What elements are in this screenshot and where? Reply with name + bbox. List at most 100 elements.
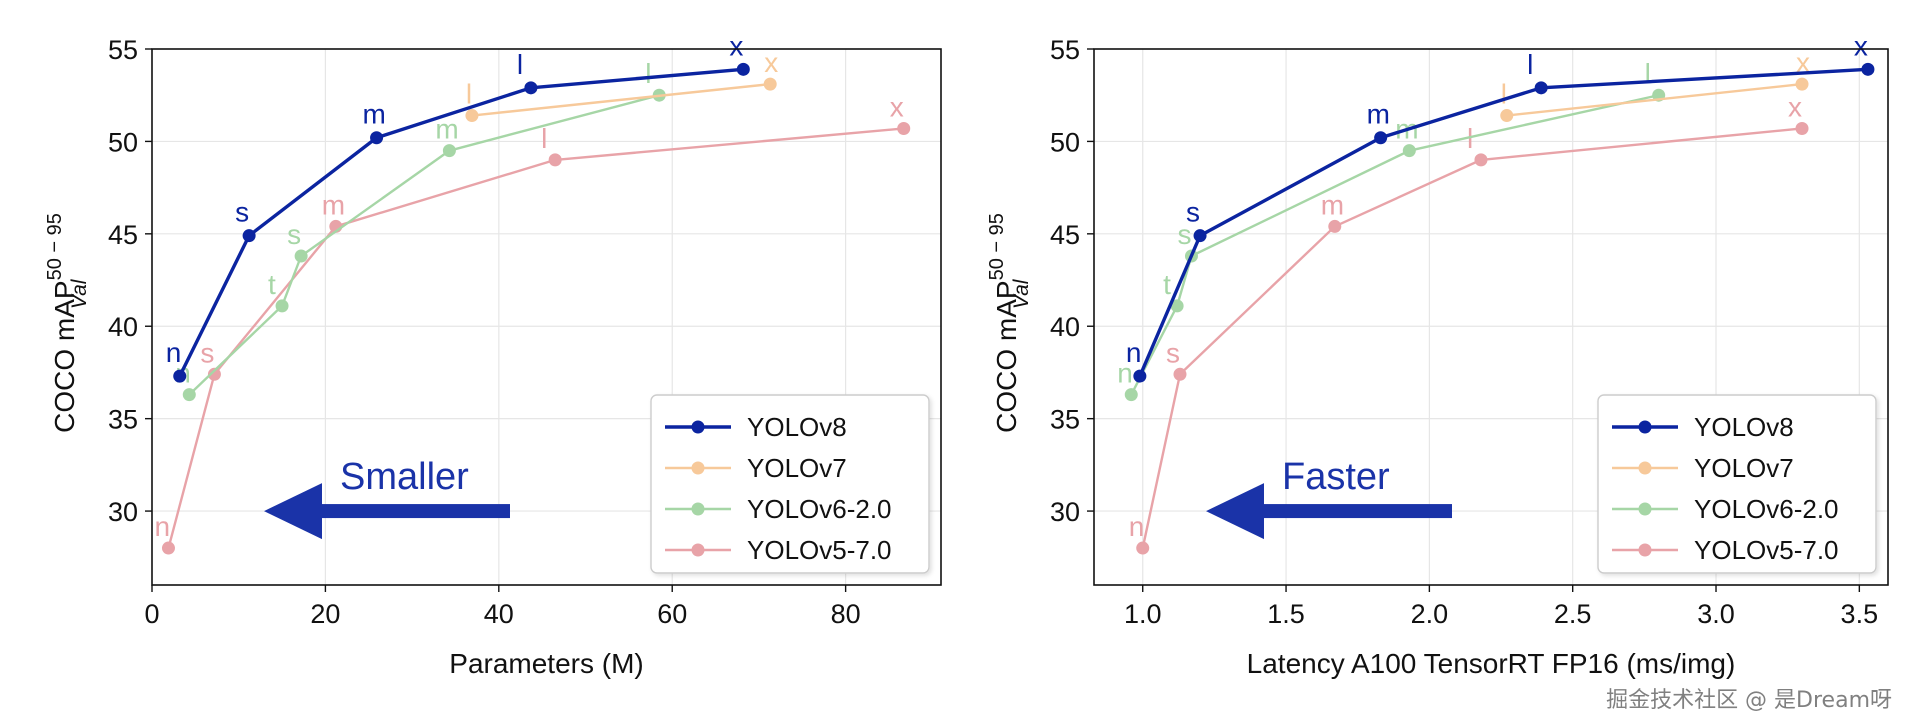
legend-marker: [691, 461, 705, 475]
point-label: x: [729, 30, 743, 61]
point-label: s: [1186, 197, 1200, 228]
point-label: l: [645, 58, 651, 89]
x-tick-label: 0: [144, 599, 159, 629]
point-label: l: [517, 49, 523, 80]
legend-box: [650, 394, 930, 574]
y-tick-label: 40: [108, 312, 138, 342]
point-label: x: [1854, 30, 1868, 61]
point-label: n: [1117, 358, 1133, 389]
legend: YOLOv8 YOLOv7 YOLOv6-2.0 YOLOv5-7.0: [650, 394, 930, 574]
legend-marker: [1638, 543, 1652, 557]
point-label: s: [200, 337, 214, 368]
data-point: [275, 299, 289, 313]
hint-arrow-head: [264, 483, 322, 540]
data-point: [897, 121, 911, 135]
series-line: [178, 67, 744, 377]
legend-label: YOLOv6-2.0: [1694, 494, 1839, 524]
data-point: [1173, 367, 1187, 381]
data-point: [442, 144, 456, 158]
point-label: s: [287, 219, 301, 250]
point-label: l: [541, 123, 547, 154]
x-tick-label: 20: [310, 599, 340, 629]
data-point: [763, 77, 777, 91]
legend-label: YOLOv5-7.0: [747, 535, 892, 565]
series-line: [1506, 82, 1803, 117]
x-tick-label: 60: [657, 599, 687, 629]
point-label: m: [435, 114, 458, 145]
y-tick-label: 35: [1050, 405, 1080, 435]
point-label: n: [154, 511, 170, 542]
data-point: [173, 369, 187, 383]
data-point: [736, 62, 750, 76]
y-tick-label: 55: [108, 35, 138, 65]
data-point: [1534, 81, 1548, 95]
point-label: s: [235, 197, 249, 228]
hint-arrow: [264, 483, 510, 540]
point-label: l: [1645, 58, 1651, 89]
y-axis-title-main: COCO mAP: [49, 280, 80, 432]
data-point: [465, 109, 479, 123]
hint-arrow-shaft: [1262, 504, 1452, 519]
data-point: [548, 153, 562, 167]
x-tick-label: 80: [831, 599, 861, 629]
legend-marker: [691, 420, 705, 434]
point-label: l: [1501, 79, 1507, 110]
point-label: m: [1367, 99, 1390, 130]
data-point: [161, 541, 175, 555]
legend-marker: [691, 502, 705, 516]
point-label: s: [1166, 337, 1180, 368]
data-point: [1328, 219, 1342, 233]
params-chart-panel: Smallernsmlxntsmllxnsmlx0204060803035404…: [44, 30, 942, 679]
x-axis-title: Parameters (M): [449, 648, 643, 679]
data-point: [1795, 77, 1809, 91]
data-point: [207, 367, 221, 381]
series-line: [471, 82, 771, 117]
y-tick-label: 45: [1050, 220, 1080, 250]
y-tick-label: 50: [108, 127, 138, 157]
hint-text: Faster: [1282, 456, 1390, 498]
legend-marker: [1638, 502, 1652, 516]
legend-label: YOLOv8: [1694, 412, 1794, 442]
plot-frame: [1093, 48, 1889, 586]
hint-text: Smaller: [340, 456, 469, 498]
y-tick-label: 55: [1050, 35, 1080, 65]
point-label: l: [466, 79, 472, 110]
legend-label: YOLOv8: [747, 412, 847, 442]
data-point: [524, 81, 538, 95]
y-tick-label: 30: [1050, 497, 1080, 527]
x-tick-label: 3.5: [1841, 599, 1879, 629]
data-point: [1124, 388, 1138, 402]
series-yolov7: lx: [1500, 47, 1810, 123]
y-tick-label: 50: [1050, 127, 1080, 157]
series-yolov7: lx: [465, 47, 778, 123]
point-label: x: [764, 47, 778, 78]
legend: YOLOv8 YOLOv7 YOLOv6-2.0 YOLOv5-7.0: [1597, 394, 1877, 574]
x-tick-label: 1.0: [1124, 599, 1162, 629]
x-axis-title: Latency A100 TensorRT FP16 (ms/img): [1247, 648, 1736, 679]
legend-label: YOLOv6-2.0: [747, 494, 892, 524]
point-label: x: [890, 91, 904, 122]
y-axis-title: COCO mAP50 − 95Val: [986, 213, 1033, 433]
plot-frame: [151, 48, 942, 586]
data-point: [1474, 153, 1488, 167]
point-label: m: [322, 189, 345, 220]
data-point: [1861, 62, 1875, 76]
hint-arrow-shaft: [320, 504, 510, 519]
x-tick-label: 2.0: [1411, 599, 1449, 629]
point-label: t: [268, 269, 276, 300]
data-point: [1402, 144, 1416, 158]
point-label: m: [1321, 189, 1344, 220]
legend-box: [1597, 394, 1877, 574]
legend-label: YOLOv7: [747, 453, 847, 483]
legend-marker: [1638, 420, 1652, 434]
y-tick-label: 30: [108, 497, 138, 527]
data-point: [1795, 121, 1809, 135]
y-axis-title-sub: Val: [68, 278, 91, 309]
x-tick-label: 1.5: [1267, 599, 1305, 629]
y-axis-title: COCO mAP50 − 95Val: [44, 213, 91, 433]
